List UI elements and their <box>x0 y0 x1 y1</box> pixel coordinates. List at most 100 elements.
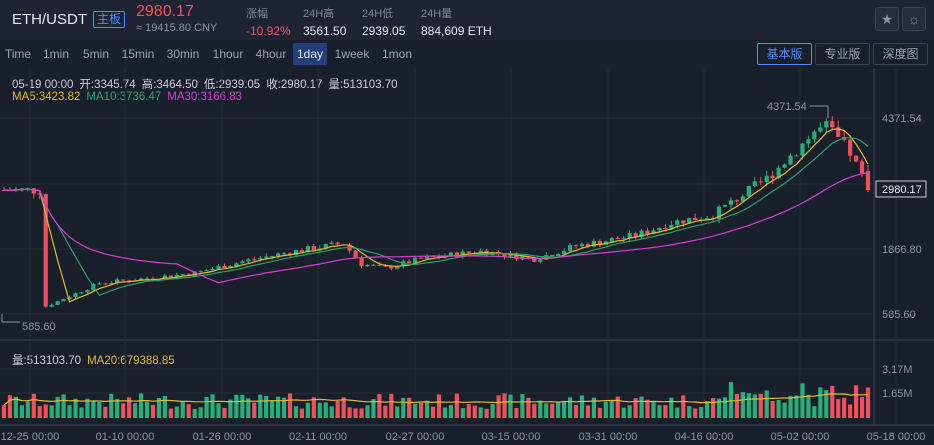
volume-bar <box>764 390 769 418</box>
volume-bar <box>651 401 656 418</box>
tab-1day[interactable]: 1day <box>293 43 327 65</box>
candle-body <box>693 217 698 221</box>
candle-body <box>192 271 197 276</box>
candle-body <box>365 264 370 267</box>
volume-bar <box>127 397 132 418</box>
tab-time[interactable]: Time <box>4 47 32 61</box>
volume-bar <box>138 393 144 418</box>
volume-bar <box>198 407 203 418</box>
view-depth-button[interactable]: 深度图 <box>873 43 928 65</box>
stat-value: 2939.05 <box>362 24 406 38</box>
volume-bar <box>395 406 400 418</box>
candle-body <box>198 270 203 272</box>
volume-bar <box>85 398 90 418</box>
min-price-label: 585.60 <box>22 321 56 333</box>
stat-change: 涨幅 -10.92% <box>246 5 291 38</box>
volume-bar <box>317 402 322 418</box>
view-basic-button[interactable]: 基本版 <box>757 43 812 65</box>
candle-body <box>597 240 602 245</box>
pair-title[interactable]: ETH/USDT <box>12 11 87 28</box>
tab-1mon[interactable]: 1mon <box>381 47 413 61</box>
candle-body <box>240 261 245 264</box>
candle-body <box>621 238 626 240</box>
star-icon[interactable]: ★ <box>875 7 899 31</box>
candle-body <box>776 167 781 179</box>
volume-bar <box>168 408 173 418</box>
volume-bar <box>621 407 626 418</box>
candle-body <box>853 155 859 162</box>
volume-bar <box>746 393 751 418</box>
volume-bar <box>216 403 221 418</box>
candle-body <box>788 155 793 165</box>
candle-body <box>359 257 364 267</box>
ma10-value: MA10:3736.47 <box>86 91 162 103</box>
tab-5min[interactable]: 5min <box>82 47 109 61</box>
volume-bar <box>19 405 24 418</box>
candle-body <box>746 185 751 197</box>
volume-bar <box>234 394 239 418</box>
tab-1min[interactable]: 1min <box>42 47 69 61</box>
time-tick-label: 01-26 00:00 <box>193 431 252 443</box>
volume-bar <box>73 398 78 418</box>
tab-30min[interactable]: 30min <box>166 47 200 61</box>
candle-body <box>407 261 412 264</box>
candle-body <box>311 246 316 251</box>
volume-bar <box>609 401 614 418</box>
candle-body <box>818 127 823 132</box>
volume-bar <box>13 396 19 418</box>
candle-body <box>705 218 710 220</box>
volume-bar <box>788 395 793 418</box>
volume-bar <box>180 401 185 418</box>
ohlc-readout: 05-19 00:00 开:3345.74 高:3464.50 低:2939.05 收:… <box>12 76 404 92</box>
candle-body <box>25 188 30 190</box>
candle-body <box>859 161 865 175</box>
volume-bar <box>466 404 471 418</box>
candle-body <box>657 227 662 231</box>
candle-body <box>252 259 257 261</box>
time-tick-label: 05-02 00:00 <box>771 431 830 443</box>
tab-1hour[interactable]: 1hour <box>212 47 244 61</box>
volume-bar <box>7 395 13 418</box>
volume-bar <box>335 400 340 418</box>
ohlc-high: 高:3464.50 <box>141 79 198 91</box>
volume-bar <box>490 404 495 418</box>
volume-bar <box>281 397 287 418</box>
volume-bar <box>853 385 859 418</box>
candle-body <box>734 200 739 202</box>
stat-label: 24H高 <box>303 8 335 20</box>
volume-bar <box>454 393 459 418</box>
volume-bar <box>865 387 871 418</box>
volume-bar <box>514 407 519 418</box>
volume-bar <box>758 393 763 418</box>
candle-body <box>305 246 310 253</box>
volume-bar <box>448 405 453 418</box>
view-pro-button[interactable]: 专业版 <box>815 43 870 65</box>
volume-bar <box>579 395 585 418</box>
tab-4hour[interactable]: 4hour <box>255 47 287 61</box>
candle-body <box>61 299 66 302</box>
volume-bar <box>156 398 162 418</box>
candle-body <box>37 193 42 195</box>
volume-bar <box>830 385 835 418</box>
volume-bar <box>270 400 275 418</box>
stat-volume: 24H量 884,609 ETH <box>421 5 492 38</box>
candle-body <box>413 257 418 264</box>
price-tick-label: 1866.80 <box>882 244 922 256</box>
candle-body <box>234 263 239 267</box>
tab-15min[interactable]: 15min <box>121 47 155 61</box>
tab-1week[interactable]: 1week <box>334 47 370 61</box>
candle-body <box>287 253 293 256</box>
candle-body <box>532 257 537 262</box>
volume-bar <box>1 405 7 418</box>
candle-body <box>567 245 573 251</box>
volume-bar <box>538 400 543 418</box>
volume-readout: 量:513103.70 MA20:679388.85 <box>12 352 181 368</box>
volume-bar <box>258 394 263 418</box>
sun-icon[interactable]: ☼ <box>902 7 926 31</box>
volume-bar <box>424 400 430 418</box>
candle-body <box>716 206 722 220</box>
candle-body <box>323 244 328 249</box>
volume-bar <box>97 402 102 418</box>
candle-body <box>591 240 596 247</box>
